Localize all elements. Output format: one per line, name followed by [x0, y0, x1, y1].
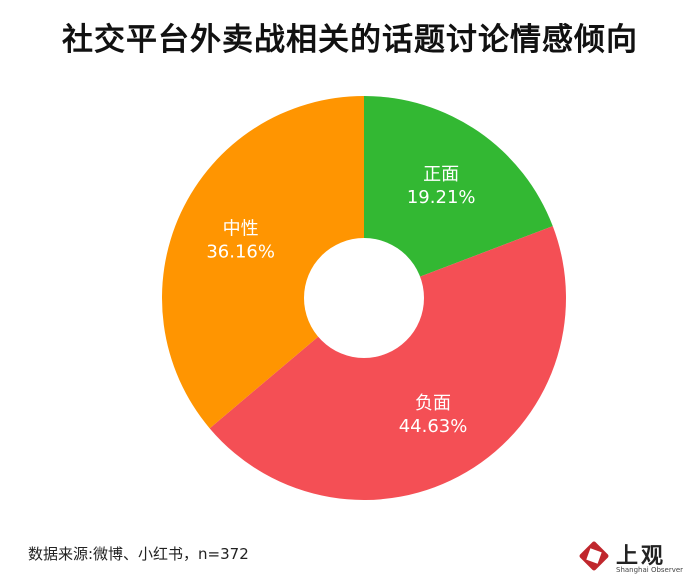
slice-label-0: 正面 — [423, 164, 459, 185]
shanghai-observer-logo: 上观 Shanghai Observer — [576, 536, 686, 580]
slice-label-2: 中性 — [223, 219, 259, 240]
pie-slice-1 — [209, 226, 567, 501]
slice-value-label-0: 19.21% — [407, 187, 476, 208]
chart-title: 社交平台外卖战相关的话题讨论情感倾向 — [62, 22, 638, 58]
logo-subtext: Shanghai Observer — [616, 566, 684, 574]
logo-emblem-icon — [579, 541, 609, 571]
donut-hole — [304, 238, 424, 358]
logo-wordmark: 上观 — [616, 544, 667, 569]
slice-label-1: 负面 — [415, 393, 451, 414]
slice-value-label-1: 44.63% — [399, 416, 468, 437]
pie-slice-2 — [161, 96, 364, 429]
pie-slice-0 — [364, 96, 553, 298]
slice-value-label-2: 36.16% — [206, 242, 275, 263]
data-source-note: 数据来源:微博、小红书，n=372 — [28, 545, 249, 563]
